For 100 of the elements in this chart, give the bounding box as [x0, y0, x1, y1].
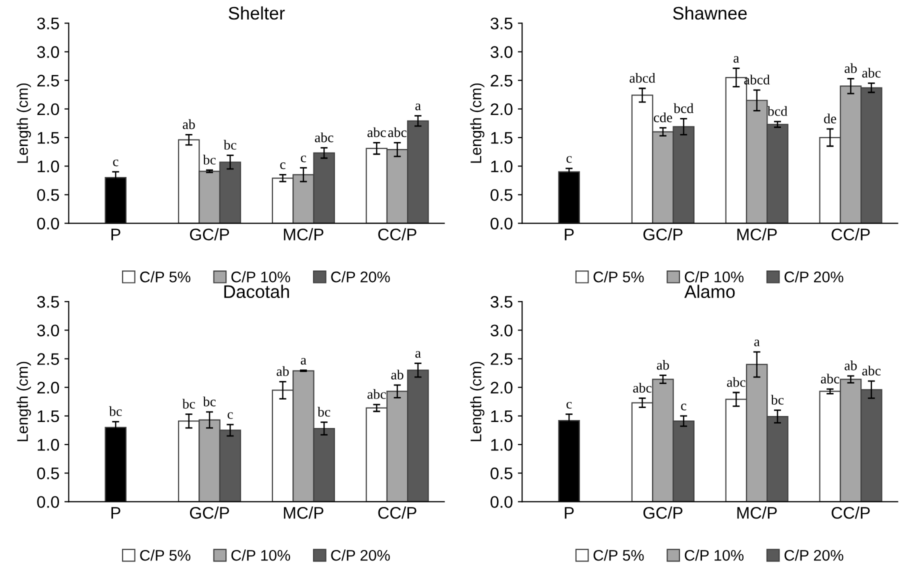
data-label: abc: [388, 127, 407, 138]
x-tick-label: MC/P: [284, 506, 324, 519]
data-label: abc: [727, 377, 746, 387]
y-tick-label: 0.0: [490, 218, 512, 230]
data-label: abc: [368, 389, 386, 399]
y-tick-label: 0.0: [490, 496, 512, 508]
y-tick-label: 1.0: [38, 438, 60, 451]
data-label: abc: [862, 68, 881, 78]
y-tick-label: 0.5: [37, 468, 59, 480]
data-label: c: [681, 404, 686, 410]
x-tick-label: P: [111, 507, 120, 519]
x-tick-label: GC/P: [643, 228, 682, 240]
data-label: c: [228, 412, 233, 419]
y-tick-label: 3.5: [37, 296, 59, 308]
legend-label: C/P 5%: [140, 271, 190, 282]
data-label: de: [824, 114, 836, 124]
y-tick-label: 0.0: [37, 218, 60, 230]
data-label: c: [280, 162, 286, 170]
y-tick-label: 0.5: [490, 468, 512, 480]
data-label: bc: [182, 398, 196, 409]
y-axis-title: Length (cm): [16, 83, 31, 163]
data-label: c: [113, 160, 118, 166]
data-label: bc: [224, 140, 236, 150]
y-tick-label: 3.5: [37, 18, 59, 30]
data-label: abcd: [630, 73, 656, 83]
x-tick-label: MC/P: [737, 228, 777, 240]
y-tick-label: 1.0: [38, 160, 60, 172]
data-label: ab: [276, 366, 289, 376]
legend-label: C/P 10%: [684, 271, 744, 282]
data-label: abc: [368, 127, 386, 138]
data-label: a: [415, 351, 421, 358]
x-tick-label: CC/P: [378, 506, 416, 519]
chart-title: Dacotah: [224, 284, 289, 298]
legend-label: C/P 10%: [231, 271, 290, 282]
x-tick-label: P: [111, 228, 120, 240]
y-tick-label: 1.5: [491, 132, 512, 144]
y-tick-label: 3.0: [490, 46, 512, 58]
y-tick-label: 3.0: [37, 324, 60, 336]
legend-label: C/P 10%: [684, 550, 744, 561]
data-label: ab: [391, 370, 404, 380]
data-label: bcd: [767, 106, 788, 116]
data-label: ab: [656, 360, 669, 370]
y-tick-label: 2.0: [37, 382, 60, 394]
legend-label: C/P 5%: [140, 550, 190, 561]
data-label: bc: [318, 406, 330, 417]
y-tick-label: 1.0: [491, 438, 512, 451]
y-tick-label: 1.5: [38, 410, 59, 422]
y-axis-title: Length (cm): [470, 83, 484, 163]
y-tick-label: 3.5: [490, 296, 512, 308]
data-label: ab: [844, 360, 857, 370]
data-label: a: [300, 358, 306, 365]
y-tick-label: 2.0: [490, 103, 512, 116]
y-tick-label: 2.5: [37, 353, 59, 365]
y-tick-label: 3.0: [37, 46, 60, 58]
x-tick-label: CC/P: [378, 228, 416, 240]
chart-title: Alamo: [684, 284, 735, 298]
x-tick-label: GC/P: [643, 506, 682, 519]
y-tick-label: 3.5: [490, 18, 512, 30]
data-label: ab: [844, 63, 857, 74]
y-tick-label: 1.0: [491, 160, 512, 172]
y-tick-label: 0.5: [37, 189, 59, 201]
data-label: a: [734, 56, 740, 63]
legend-label: C/P 20%: [331, 550, 390, 561]
data-label: bcd: [674, 103, 694, 114]
x-tick-label: P: [564, 228, 574, 240]
y-tick-label: 1.5: [38, 132, 59, 144]
x-tick-label: P: [564, 507, 574, 519]
y-tick-label: 3.0: [490, 324, 512, 336]
y-tick-label: 2.5: [37, 74, 59, 87]
x-tick-label: GC/P: [190, 228, 230, 240]
chart-title: Shawnee: [673, 6, 747, 20]
data-label: bc: [770, 394, 784, 405]
x-tick-label: CC/P: [832, 228, 870, 240]
data-label: abc: [820, 374, 840, 384]
y-tick-label: 0.0: [37, 496, 60, 508]
y-tick-label: 0.5: [490, 189, 512, 201]
y-tick-label: 2.0: [490, 382, 512, 394]
data-label: bc: [202, 154, 216, 165]
data-label: c: [300, 156, 306, 162]
y-tick-label: 2.5: [490, 353, 512, 365]
data-label: a: [754, 340, 760, 346]
legend-label: C/P 5%: [594, 550, 644, 561]
x-tick-label: MC/P: [284, 228, 324, 240]
data-label: cde: [654, 112, 672, 122]
chart-title: Shelter: [228, 6, 285, 20]
y-axis-title: Length (cm): [16, 362, 31, 442]
data-label: ab: [182, 119, 195, 130]
legend-label: C/P 20%: [331, 271, 390, 282]
data-label: abc: [633, 382, 652, 393]
y-axis-title: Length (cm): [470, 362, 484, 442]
data-label: a: [415, 104, 421, 110]
x-tick-label: MC/P: [737, 506, 777, 519]
legend-label: C/P 10%: [231, 550, 290, 561]
data-label: abc: [862, 366, 881, 376]
legend-label: C/P 20%: [784, 550, 844, 561]
y-tick-label: 2.0: [37, 103, 60, 116]
data-label: abc: [314, 132, 334, 142]
data-label: c: [566, 402, 572, 409]
legend-label: C/P 20%: [784, 271, 844, 282]
data-label: bc: [109, 406, 122, 416]
